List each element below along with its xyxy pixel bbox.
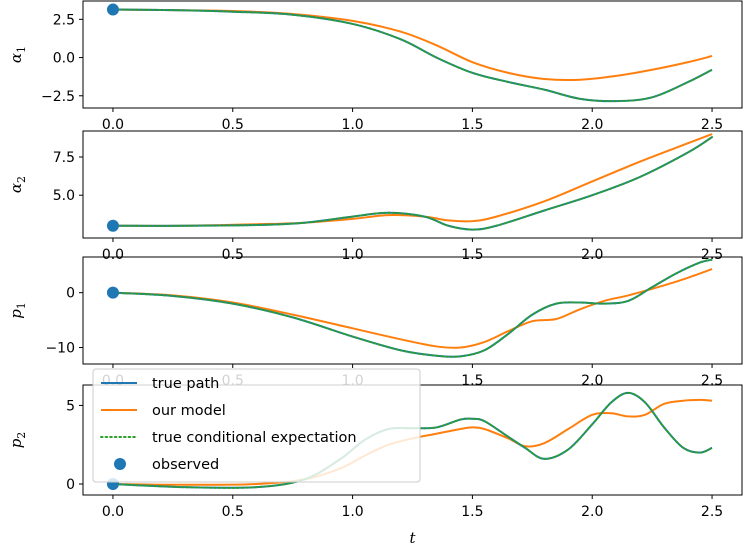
x-axis-label: t — [409, 529, 416, 547]
legend-true-path-label: true path — [152, 376, 219, 392]
panel-4-x-tick-label: 1.0 — [341, 504, 363, 520]
panel-4-y-tick-label: 5 — [66, 398, 75, 414]
panel-2-x-tick-label: 1.0 — [341, 247, 363, 263]
panel-2-x-tick-label: 2.0 — [581, 247, 603, 263]
panel-1-y-axis-label-subscript: 1 — [15, 46, 28, 53]
panel-1-x-tick-label: 1.5 — [461, 117, 483, 133]
panel-1-axes-frame — [82, 0, 743, 109]
panel-3-x-tick-label: 2.0 — [581, 373, 603, 389]
panel-3-y-tick-label: −10 — [45, 341, 75, 357]
panel-1-plot-area — [111, 8, 714, 103]
panel-1-observed-point — [106, 3, 119, 16]
panel-1-y-tick-label: 0.0 — [53, 51, 75, 67]
panel-3-series-our-model — [112, 268, 713, 349]
panel-2-series-true-conditional-expectation — [111, 136, 714, 231]
panel-3-y-axis-label: p1 — [7, 302, 28, 319]
panel-1-y-tick-label: 2.5 — [53, 12, 75, 28]
panel-3-observed-point — [106, 286, 119, 299]
panel-1-x-tick-label: 2.5 — [701, 117, 723, 133]
panel-2-y-axis-label: α2 — [7, 176, 28, 193]
panel-1-x-tick-label: 1.0 — [341, 117, 363, 133]
panel-3-x-tick-label: 1.5 — [461, 373, 483, 389]
panel-4-y-axis-label-symbol: p — [7, 438, 25, 448]
panel-3-y-axis-label-subscript: 1 — [15, 302, 28, 309]
panel-3-plot-area — [111, 258, 714, 358]
panel-4-y-tick-label: 0 — [66, 477, 75, 493]
panel-1: 2.5 0.0 −2.5 0.0 0.5 1.0 1.5 2.0 2.5 α1 — [7, 0, 743, 133]
panel-2-x-tick-label: 0.0 — [102, 247, 124, 263]
panel-3-axes-frame — [82, 256, 743, 365]
panel-4-x-tick-label: 1.5 — [461, 504, 483, 520]
legend-our-model-label: our model — [152, 403, 226, 419]
panel-2-x-tick-label: 1.5 — [461, 247, 483, 263]
panel-1-x-tick-label: 0.0 — [102, 117, 124, 133]
panel-4-x-tick-label: 2.5 — [701, 504, 723, 520]
panel-2-y-axis-label-symbol: α — [7, 183, 25, 193]
panel-4-x-tick-label: 0.5 — [222, 504, 244, 520]
panel-2-y-tick-label: 5.0 — [53, 188, 75, 204]
legend-observed-label: observed — [152, 457, 219, 473]
legend-box — [92, 368, 421, 483]
panel-2: 7.5 5.0 0.0 0.5 1.0 1.5 2.0 2.5 α2 — [7, 130, 743, 263]
panel-2-y-tick-label: 7.5 — [53, 150, 75, 166]
panel-3-x-tick-label: 2.5 — [701, 373, 723, 389]
legend-observed-swatch — [114, 458, 126, 470]
panel-2-series-our-model — [112, 133, 713, 227]
panel-1-y-axis-label-symbol: α — [7, 53, 25, 63]
panel-1-series-true-path — [112, 8, 713, 103]
panel-1-y-axis-label: α1 — [7, 46, 28, 63]
panel-2-axes-frame — [82, 130, 743, 239]
panel-1-x-tick-label: 0.5 — [222, 117, 244, 133]
panel-4-y-axis-label-subscript: 2 — [15, 432, 28, 439]
panel-2-y-axis-label-subscript: 2 — [15, 176, 28, 183]
panel-2-x-tick-label: 2.5 — [701, 247, 723, 263]
panel-1-y-tick-label: −2.5 — [41, 89, 75, 105]
panel-1-x-tick-label: 2.0 — [581, 117, 603, 133]
panel-4-x-tick-label: 0.0 — [102, 504, 124, 520]
panel-1-series-true-conditional-expectation — [111, 8, 714, 103]
legend-true-conditional-expectation-label: true conditional expectation — [152, 430, 357, 446]
panel-4-y-axis-label: p2 — [7, 432, 28, 449]
panel-3-y-tick-label: 0 — [66, 286, 75, 302]
panel-2-plot-area — [111, 133, 714, 231]
legend: true path our model true conditional expec… — [92, 368, 421, 483]
panel-4-x-tick-label: 2.0 — [581, 504, 603, 520]
panel-2-observed-point — [106, 219, 119, 232]
panel-3-y-axis-label-symbol: p — [7, 309, 25, 319]
panel-2-x-tick-label: 0.5 — [222, 247, 244, 263]
panel-3-series-true-conditional-expectation — [111, 258, 714, 358]
